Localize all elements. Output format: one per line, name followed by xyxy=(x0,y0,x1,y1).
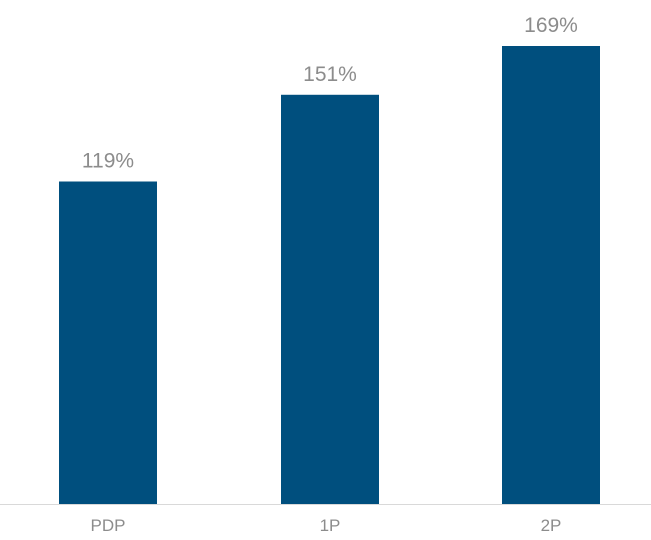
x-tick-label-1p: 1P xyxy=(320,516,341,535)
x-tick-labels-group: PDP 1P 2P xyxy=(91,516,562,535)
data-label-1p: 151% xyxy=(303,63,357,86)
bars-group xyxy=(59,46,600,504)
data-label-2p: 169% xyxy=(524,14,578,37)
bar-2p xyxy=(502,46,600,504)
bar-1p xyxy=(281,94,379,504)
x-tick-label-2p: 2P xyxy=(541,516,562,535)
data-label-pdp: 119% xyxy=(82,150,134,173)
bar-pdp xyxy=(59,181,157,504)
x-tick-label-pdp: PDP xyxy=(91,516,126,535)
data-labels-group: 119% 151% 169% xyxy=(82,14,578,173)
